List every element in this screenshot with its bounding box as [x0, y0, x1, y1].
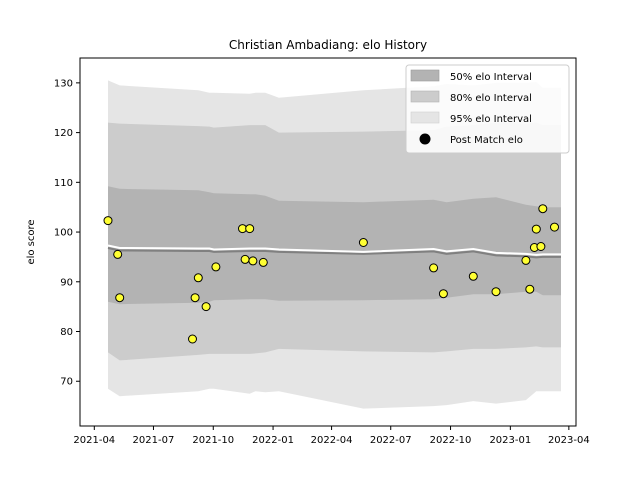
legend-label-band50: 50% elo Interval — [450, 72, 532, 83]
y-tick-label-2: 90 — [60, 277, 73, 288]
x-tick-label-5: 2022-07 — [370, 435, 412, 446]
legend-box — [405, 64, 570, 154]
median-line — [107, 244, 561, 256]
legend-swatch-band95 — [410, 111, 440, 124]
data-point-15 — [438, 289, 448, 299]
data-point-18 — [521, 255, 531, 265]
data-point-22 — [536, 242, 546, 251]
legend-swatch-band80 — [410, 90, 440, 103]
data-point-13 — [358, 238, 368, 247]
y-tick-label-4: 110 — [54, 178, 73, 189]
data-point-16 — [468, 271, 478, 281]
data-point-10 — [245, 224, 255, 234]
data-point-14 — [429, 263, 439, 273]
data-point-17 — [491, 287, 501, 297]
x-tick-label-2: 2021-10 — [192, 435, 234, 446]
y-tick-label-5: 120 — [54, 128, 73, 139]
y-axis: 70 80 90 100 110 120 130 — [54, 78, 80, 388]
y-tick-label-6: 130 — [54, 78, 73, 89]
data-point-19 — [525, 284, 535, 294]
x-tick-label-7: 2023-01 — [489, 435, 531, 446]
data-point-7 — [211, 262, 221, 272]
legend-label-points: Post Match elo — [450, 135, 523, 146]
legend-marker-points — [419, 133, 431, 145]
data-point-12 — [258, 257, 268, 267]
y-tick-label-1: 80 — [60, 327, 73, 338]
data-point-11 — [248, 256, 258, 266]
legend-swatch-band50 — [410, 69, 440, 82]
data-point-1 — [113, 249, 123, 259]
chart-title: Christian Ambadiang: elo History — [229, 38, 427, 52]
band-50 — [108, 186, 561, 305]
data-point-6 — [201, 302, 211, 312]
legend-label-band80: 80% elo Interval — [450, 93, 532, 104]
data-point-0 — [103, 216, 113, 226]
data-point-2 — [115, 293, 125, 303]
data-point-23 — [538, 204, 548, 214]
interval-bands — [108, 80, 561, 409]
x-tick-label-0: 2021-04 — [73, 435, 115, 446]
y-tick-label-3: 100 — [54, 228, 73, 239]
x-axis: 2021-04 2021-07 2021-10 2022-01 2022-04 2022-… — [73, 426, 590, 446]
data-point-24 — [550, 222, 559, 232]
data-point-5 — [193, 273, 203, 283]
x-tick-label-8: 2023-04 — [548, 435, 590, 446]
legend-label-band95: 95% elo Interval — [450, 114, 532, 125]
plot-frame — [79, 57, 577, 427]
y-axis-label: elo score — [26, 219, 37, 264]
post-match-points — [103, 204, 559, 344]
data-point-4 — [190, 293, 200, 303]
x-tick-label-4: 2022-04 — [311, 435, 353, 446]
legend: 50% elo Interval 80% elo Interval 95% el… — [405, 64, 570, 154]
data-point-3 — [188, 334, 197, 344]
data-point-21 — [531, 224, 541, 234]
x-tick-label-3: 2022-01 — [252, 435, 294, 446]
data-point-9 — [240, 254, 250, 264]
y-tick-label-0: 70 — [60, 377, 73, 388]
x-tick-label-1: 2021-07 — [133, 435, 175, 446]
x-tick-label-6: 2022-10 — [430, 435, 472, 446]
